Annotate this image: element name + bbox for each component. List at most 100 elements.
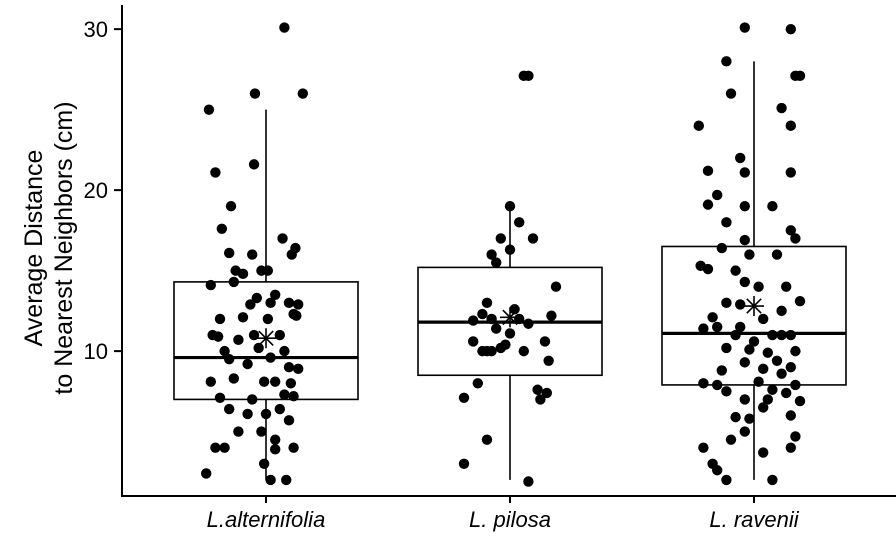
data-point — [698, 378, 709, 389]
data-point — [532, 384, 543, 395]
data-point — [781, 387, 792, 399]
data-point — [785, 410, 796, 421]
data-point — [210, 167, 221, 178]
data-point — [242, 408, 253, 420]
data-point — [285, 378, 297, 389]
data-point — [543, 355, 554, 366]
data-point — [546, 310, 557, 321]
y-tick-label: 30 — [84, 17, 108, 42]
y-tick-label: 10 — [84, 339, 108, 364]
data-point — [794, 70, 806, 82]
data-point — [219, 442, 230, 453]
data-point — [767, 329, 778, 341]
data-point — [247, 249, 258, 260]
data-point — [730, 265, 741, 276]
x-tick-label: L. pilosa — [469, 507, 551, 532]
data-point — [481, 297, 493, 309]
data-point — [721, 217, 732, 228]
data-point — [228, 276, 239, 288]
data-point — [767, 474, 778, 486]
iqr-box — [173, 281, 359, 401]
data-point — [514, 217, 525, 228]
data-point — [735, 152, 746, 164]
data-point — [270, 444, 281, 455]
data-point — [274, 403, 285, 415]
data-point — [702, 263, 714, 275]
data-point — [739, 276, 750, 288]
data-point — [725, 434, 737, 445]
data-point — [748, 336, 760, 347]
data-point — [767, 201, 778, 212]
x-tick-label: L. ravenii — [709, 507, 799, 532]
box-group — [173, 22, 359, 486]
data-point — [702, 165, 714, 177]
data-point — [762, 394, 773, 405]
data-point — [293, 299, 304, 310]
data-point — [291, 310, 302, 321]
data-point — [472, 378, 483, 389]
data-point — [283, 362, 295, 373]
data-point — [794, 395, 806, 407]
data-point — [721, 297, 732, 309]
data-point — [721, 386, 732, 397]
data-point — [491, 323, 502, 334]
data-point — [716, 365, 727, 376]
data-point — [468, 336, 479, 347]
data-point — [539, 336, 551, 347]
data-point — [707, 312, 718, 323]
data-point — [518, 345, 529, 357]
data-point — [550, 281, 562, 292]
data-point — [758, 402, 769, 413]
data-point — [486, 313, 497, 325]
data-point — [214, 313, 226, 325]
data-point — [790, 345, 801, 357]
data-point — [286, 249, 297, 260]
data-point — [702, 199, 714, 210]
data-point — [265, 474, 276, 486]
data-point — [248, 159, 260, 170]
data-point — [693, 120, 704, 131]
data-point — [785, 442, 796, 453]
data-point — [270, 434, 281, 445]
data-point — [523, 318, 534, 329]
data-point — [744, 344, 755, 355]
data-point — [735, 299, 746, 310]
data-point — [237, 312, 249, 323]
data-point — [739, 357, 750, 368]
data-point — [776, 305, 787, 317]
data-point — [523, 70, 534, 82]
data-point — [744, 413, 755, 424]
data-point — [776, 102, 787, 114]
x-ticks: L.alternifolia L. pilosa L. ravenii — [207, 496, 800, 532]
data-point — [776, 329, 787, 341]
data-point — [753, 281, 764, 292]
data-point — [725, 88, 737, 99]
data-point — [504, 328, 516, 339]
data-point — [730, 329, 741, 341]
data-point — [771, 355, 783, 366]
data-point — [753, 376, 764, 387]
data-point — [790, 379, 801, 391]
data-point — [251, 292, 262, 304]
mean-asterisk — [744, 296, 764, 317]
data-point — [509, 304, 520, 315]
data-point — [785, 120, 796, 131]
data-point — [279, 345, 290, 357]
data-point — [758, 363, 769, 375]
data-point — [477, 345, 488, 357]
data-point — [297, 88, 308, 99]
data-point — [458, 392, 470, 403]
data-point — [224, 353, 235, 365]
data-point — [785, 225, 796, 236]
data-point — [216, 223, 228, 234]
data-point — [698, 442, 709, 453]
data-point — [233, 334, 244, 346]
data-point — [739, 394, 750, 405]
y-axis-label-line-2: to Nearest Neighbors (cm) — [50, 101, 78, 394]
data-point — [249, 88, 261, 99]
data-point — [262, 313, 274, 325]
data-point — [224, 403, 235, 415]
data-point — [256, 426, 267, 437]
data-point — [712, 465, 723, 476]
data-point — [219, 345, 230, 357]
